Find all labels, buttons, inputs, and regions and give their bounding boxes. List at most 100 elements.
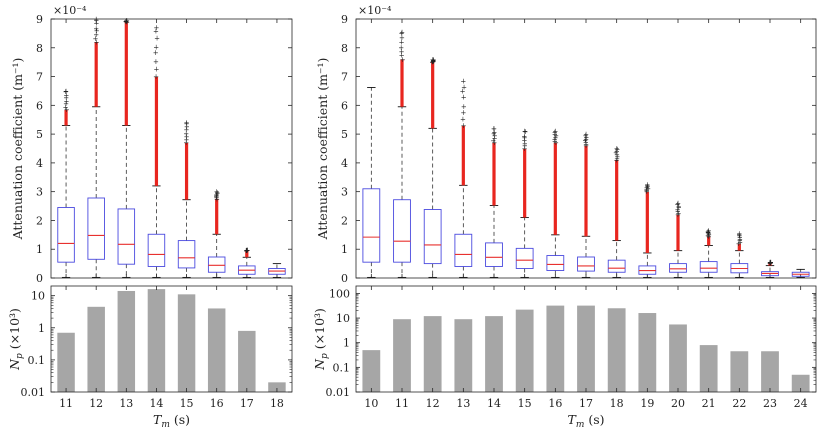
outlier-point: + xyxy=(737,232,743,240)
outlier-point: + xyxy=(491,130,497,138)
bar-panel-1: 0.01 0.1 1 10 11 12 13 14 15 16 17 18 Np (×10³) Tm (s… xyxy=(7,285,293,430)
outlier-band xyxy=(645,191,649,253)
outlier-point: + xyxy=(706,233,712,241)
outlier-point: + xyxy=(737,235,743,243)
outlier-point: + xyxy=(553,139,559,147)
x-tick-label: 22 xyxy=(732,397,746,410)
box-15: ++++++++ xyxy=(177,119,196,278)
outlier-point: + xyxy=(123,17,129,25)
outlier-point: + xyxy=(583,140,589,148)
outlier-band xyxy=(523,148,527,218)
x-tick-label: 18 xyxy=(610,397,624,410)
box-18 xyxy=(268,263,286,278)
outlier-band xyxy=(768,263,772,266)
y-tick-label: 5 xyxy=(36,128,43,141)
outlier-point: + xyxy=(460,115,466,123)
outliers: ++++++++ xyxy=(398,28,406,107)
outlier-point: + xyxy=(522,145,528,153)
outlier-point: + xyxy=(706,231,712,239)
outlier-point: + xyxy=(430,58,436,66)
outlier-point: + xyxy=(123,18,129,26)
box-24 xyxy=(791,268,810,278)
iqr-box xyxy=(515,247,534,269)
outlier-band xyxy=(184,142,189,200)
outlier-point: + xyxy=(583,132,589,140)
outlier-point: + xyxy=(213,193,219,201)
outlier-point: + xyxy=(767,259,773,267)
outliers: ++++++++ xyxy=(93,16,100,107)
outliers: ++++++++ xyxy=(490,125,498,206)
bar-12 xyxy=(423,316,442,392)
outlier-point: + xyxy=(214,194,220,202)
bar-13 xyxy=(454,319,473,392)
outlier-point: + xyxy=(154,34,160,42)
outlier-point: + xyxy=(644,188,650,196)
outliers: ++++++++ xyxy=(705,227,712,246)
outlier-point: + xyxy=(521,137,527,145)
outliers: ++++++++ xyxy=(243,246,251,258)
y-tick-label: 9 xyxy=(36,13,43,26)
x-tick-label: 15 xyxy=(518,397,532,410)
outlier-point: + xyxy=(705,232,711,240)
outlier-point: + xyxy=(184,136,190,144)
outlier-band xyxy=(154,76,159,186)
outlier-point: + xyxy=(645,183,651,191)
y-tick-label: 2 xyxy=(36,214,43,227)
outlier-point: + xyxy=(644,187,650,195)
outlier-point: + xyxy=(244,247,250,255)
outliers: ++++++++ xyxy=(674,200,682,251)
outliers: ++++++++ xyxy=(644,181,651,253)
outlier-point: + xyxy=(184,133,190,141)
outlier-point: + xyxy=(522,134,528,142)
y-tick-label: 1 xyxy=(343,337,350,350)
outlier-point: + xyxy=(399,28,405,36)
box-23: ++++++++ xyxy=(761,259,779,278)
outlier-band xyxy=(676,214,680,251)
outlier-point: + xyxy=(705,229,711,237)
outlier-point: + xyxy=(552,130,558,138)
box-axes-frame xyxy=(50,18,293,279)
y-axis-label: Np (×10³) xyxy=(7,308,25,371)
iqr-box xyxy=(87,197,105,260)
outlier-band xyxy=(461,125,465,186)
outlier-point: + xyxy=(153,73,159,81)
outlier-point: + xyxy=(614,157,620,165)
box-13: ++++++++ xyxy=(454,77,473,278)
outlier-point: + xyxy=(93,35,99,43)
outlier-band xyxy=(615,160,619,241)
x-tick-label: 20 xyxy=(671,397,685,410)
bar-21 xyxy=(699,345,718,392)
outlier-point: + xyxy=(552,129,558,137)
box-11: ++++++++ xyxy=(393,28,411,278)
x-tick-label: 19 xyxy=(640,397,654,410)
outlier-point: + xyxy=(184,126,190,134)
outlier-point: + xyxy=(63,88,69,96)
outlier-point: + xyxy=(63,91,69,99)
outlier-band xyxy=(94,42,98,107)
outlier-point: + xyxy=(736,231,742,239)
outlier-point: + xyxy=(63,103,69,111)
y-tick-label: 10 xyxy=(31,290,45,303)
y-axis-label: Attenuation coefficient (m⁻¹) xyxy=(315,58,330,241)
x-tick-label: 10 xyxy=(364,397,378,410)
outlier-point: + xyxy=(768,259,774,267)
outlier-point: + xyxy=(674,201,680,209)
bar-18 xyxy=(268,382,286,392)
y-tick-label: 3 xyxy=(341,186,348,199)
y-tick-label: 7 xyxy=(341,71,348,84)
outlier-point: + xyxy=(184,119,190,127)
outlier-point: + xyxy=(123,18,129,26)
outliers: ++++++++ xyxy=(63,87,70,126)
outliers: ++++++++ xyxy=(552,128,559,235)
outlier-point: + xyxy=(430,56,436,64)
bar-20 xyxy=(669,324,687,392)
outlier-point: + xyxy=(583,138,589,146)
outlier-point: + xyxy=(214,188,220,196)
y-tick-label: 1 xyxy=(38,322,45,335)
bar-12 xyxy=(87,306,105,392)
outlier-point: + xyxy=(399,39,405,47)
y-tick-label: 0.01 xyxy=(21,386,46,399)
outlier-point: + xyxy=(461,122,467,130)
outlier-point: + xyxy=(644,182,650,190)
outliers: ++++++++ xyxy=(460,77,467,186)
